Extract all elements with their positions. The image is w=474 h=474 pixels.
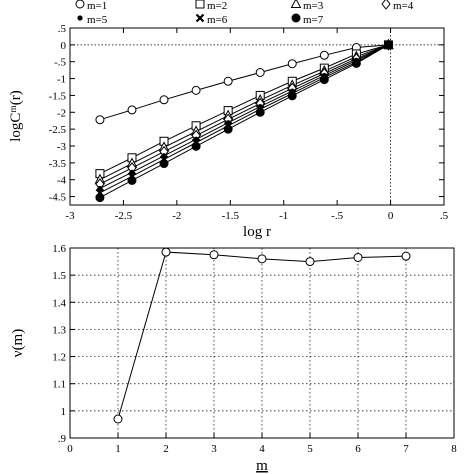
bottom-y-tick-label: 1 xyxy=(61,406,67,418)
data-point-m=1 xyxy=(127,105,137,115)
top-y-tick-label: -1.5 xyxy=(49,90,67,102)
bottom-x-tick-label: 7 xyxy=(403,443,409,455)
data-point-m=7 xyxy=(319,75,329,85)
top-y-tick-label: -1 xyxy=(57,74,66,86)
data-point-m=7 xyxy=(223,124,233,134)
top-plot-frame xyxy=(69,27,445,206)
legend-label-m=7: m=7 xyxy=(303,14,324,26)
legend-marker-m=4 xyxy=(381,0,391,10)
top-y-tick-label: -4 xyxy=(57,175,67,187)
data-point-m=7 xyxy=(127,175,137,185)
top-x-tick-label: -1.5 xyxy=(222,210,240,222)
legend-marker-m=3 xyxy=(290,0,302,8)
legend-marker-m=2 xyxy=(195,0,205,9)
bottom-x-tick-label: 0 xyxy=(67,443,73,455)
bottom-x-axis-title: m xyxy=(256,458,268,474)
data-point-m=1 xyxy=(191,85,201,95)
data-point-m=7 xyxy=(255,107,265,117)
legend-marker-m=7 xyxy=(291,13,301,23)
bottom-x-tick-label: 6 xyxy=(355,443,361,455)
bottom-x-tick-label: 2 xyxy=(163,443,169,455)
data-point-m=5 xyxy=(97,185,103,192)
legend-label-m=2: m=2 xyxy=(207,0,227,12)
top-y-axis-title: logCᵐ(r) xyxy=(8,90,24,142)
top-y-tick-label: .5 xyxy=(58,23,67,35)
legend-label-m=3: m=3 xyxy=(303,0,324,12)
bottom-chart-nu-m: 0 1 2 3 4 5 6 7 8 .9 1 1.1 1.2 1.3 1.4 1.5 1.6 m ν(m) xyxy=(10,243,457,474)
series-line-m=2 xyxy=(99,44,389,175)
bottom-y-tick-label: 1.2 xyxy=(52,352,66,364)
top-y-tick-label: -3.5 xyxy=(49,158,67,170)
top-y-tick-label: -3 xyxy=(57,141,67,153)
data-point-m=1 xyxy=(255,68,265,78)
bottom-y-tick-label: 1.1 xyxy=(52,379,66,391)
data-point-m=7 xyxy=(287,91,297,101)
top-x-tick-label: 0 xyxy=(388,210,394,222)
top-chart-correlation-integral: -3 -2.5 -2 -1.5 -1 -.5 0 .5 .5 0 -.5 -1 -1.5 -2 -2.5 -… xyxy=(8,0,449,240)
series-line-m=6 xyxy=(99,44,389,194)
data-point-m=1 xyxy=(223,76,233,86)
series-line-m=4 xyxy=(99,44,389,185)
nu-m-data-point xyxy=(161,247,171,257)
top-x-tick-label: -3 xyxy=(65,210,75,222)
bottom-x-tick-label: 3 xyxy=(211,443,217,455)
bottom-y-tick-label: 1.4 xyxy=(52,297,66,309)
data-point-m=7 xyxy=(159,159,169,169)
top-x-tick-label: -2 xyxy=(172,210,181,222)
top-y-tick-label: -4.5 xyxy=(49,192,67,204)
top-x-tick-label: -2.5 xyxy=(115,210,133,222)
nu-m-data-point xyxy=(257,254,267,264)
data-point-m=7 xyxy=(383,40,393,50)
top-x-tick-label: .5 xyxy=(440,210,449,222)
legend-label-m=5: m=5 xyxy=(87,14,108,26)
bottom-y-axis-title: ν(m) xyxy=(10,329,26,357)
series-line-m=3 xyxy=(99,44,389,181)
top-x-tick-label: -.5 xyxy=(331,210,343,222)
data-point-m=7 xyxy=(95,193,105,203)
bottom-x-tick-label: 8 xyxy=(451,443,457,455)
top-y-tick-label: -2 xyxy=(57,107,66,119)
bottom-y-tick-label: 1.5 xyxy=(52,270,66,282)
top-y-tick-label: -.5 xyxy=(54,57,66,69)
data-point-m=1 xyxy=(319,50,329,60)
series-line-m=5 xyxy=(99,44,389,189)
bottom-x-tick-label: 1 xyxy=(115,443,121,455)
nu-m-data-point xyxy=(401,251,411,261)
bottom-x-tick-label: 5 xyxy=(307,443,313,455)
legend-label-m=1: m=1 xyxy=(87,0,107,12)
nu-m-data-point xyxy=(353,253,363,262)
data-point-m=7 xyxy=(351,58,361,68)
top-x-tick-label: -1 xyxy=(279,210,288,222)
legend-marker-m=6 xyxy=(195,13,205,23)
data-point-m=1 xyxy=(159,95,169,105)
legend-marker-m=1 xyxy=(75,0,85,9)
nu-m-data-point xyxy=(305,257,315,267)
data-point-m=1 xyxy=(95,115,105,125)
bottom-x-tick-label: 4 xyxy=(259,443,265,455)
bottom-y-tick-label: 1.6 xyxy=(52,243,66,255)
series-line-m=1 xyxy=(99,44,389,121)
top-y-tick-label: -2.5 xyxy=(49,124,67,136)
legend-label-m=4: m=4 xyxy=(393,0,414,12)
data-point-m=7 xyxy=(191,141,201,151)
bottom-y-tick-label: 1.3 xyxy=(52,324,66,336)
series-line-m=7 xyxy=(99,44,389,199)
nu-m-data-point xyxy=(113,414,123,424)
bottom-y-tick-label: .9 xyxy=(58,433,67,445)
data-point-m=1 xyxy=(287,59,297,69)
top-y-tick-label: 0 xyxy=(61,40,67,52)
legend-marker-m=6-stroke xyxy=(195,13,205,23)
legend-label-m=6: m=6 xyxy=(207,14,228,26)
legend-marker-m=5 xyxy=(77,15,83,21)
nu-m-data-point xyxy=(209,250,219,260)
top-x-axis-title: log r xyxy=(243,224,271,240)
